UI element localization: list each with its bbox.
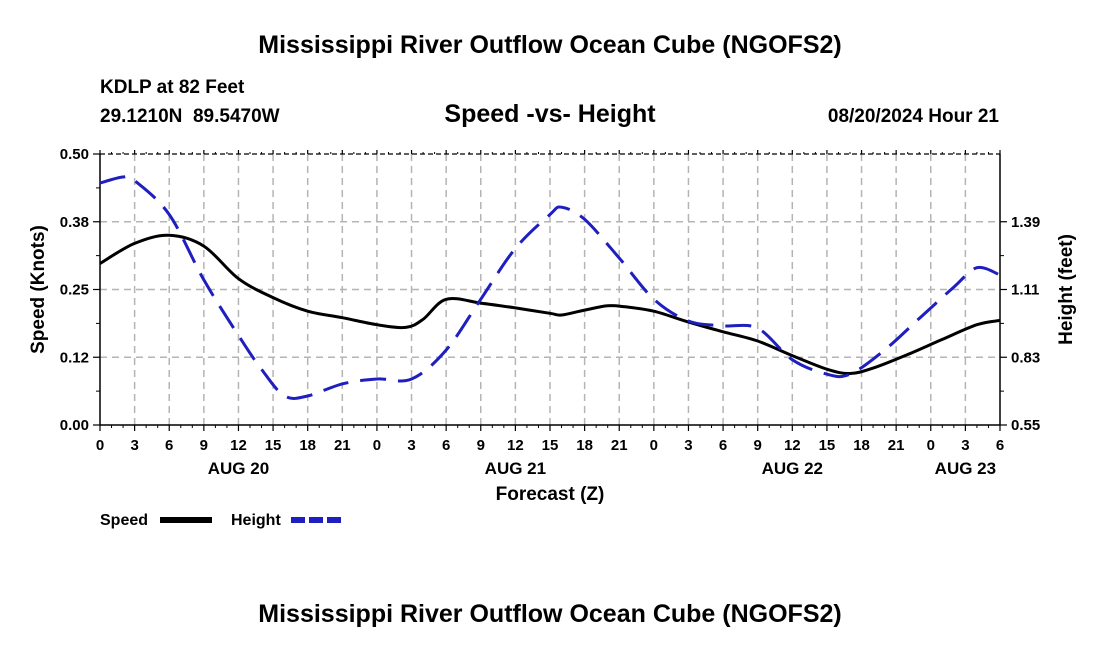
legend-label-speed: Speed [100, 512, 148, 529]
y-left-axis-title: Speed (Knots) [28, 225, 49, 354]
height-series-line [99, 174, 1001, 400]
x-tick-label: 3 [407, 437, 415, 454]
x-tick-label: 6 [996, 437, 1004, 454]
y-left-tick-label: 0.00 [60, 417, 89, 434]
footer-title: Mississippi River Outflow Ocean Cube (NG… [258, 600, 842, 628]
x-tick-label: 12 [507, 437, 524, 454]
y-right-tick-label: 0.83 [1011, 349, 1040, 366]
x-tick-label: 9 [754, 437, 762, 454]
x-tick-label: 3 [961, 437, 969, 454]
x-tick-label: 21 [888, 437, 905, 454]
x-tick-label: 21 [334, 437, 351, 454]
y-left-tick-label: 0.12 [60, 349, 89, 366]
y-right-tick-label: 0.55 [1011, 417, 1040, 434]
x-tick-label: 0 [927, 437, 935, 454]
grid-lines [100, 154, 1000, 425]
x-tick-label: 21 [611, 437, 628, 454]
forecast-datetime: 08/20/2024 Hour 21 [827, 106, 999, 127]
legend-label-height: Height [231, 512, 281, 529]
station-label: KDLP at 82 Feet [100, 77, 245, 98]
legend: Speed Height [100, 512, 343, 529]
y-right-tick-label: 1.11 [1011, 282, 1039, 299]
x-tick-label: 0 [650, 437, 658, 454]
axis-labels: 0 3 6 9 12 15 18 21 0 3 6 9 12 15 18 21 0 3 6 9 12 15 18 21 0 3 60… [28, 146, 1077, 505]
y-right-tick-label: 1.39 [1011, 214, 1040, 231]
x-tick-label: 6 [442, 437, 450, 454]
x-tick-label: 15 [265, 437, 282, 454]
x-tick-label: 18 [299, 437, 316, 454]
x-tick-label: 3 [130, 437, 138, 454]
axes [93, 150, 1007, 431]
x-tick-label: 12 [784, 437, 801, 454]
x-tick-label: 3 [684, 437, 692, 454]
day-label: AUG 23 [935, 459, 996, 478]
chart-subtitle: Speed -vs- Height [444, 100, 656, 128]
x-tick-label: 15 [819, 437, 836, 454]
x-tick-label: 0 [96, 437, 104, 454]
speed-series-line [99, 233, 1001, 376]
day-label: AUG 20 [208, 459, 269, 478]
x-tick-label: 15 [542, 437, 559, 454]
chart-title: Mississippi River Outflow Ocean Cube (NG… [258, 31, 842, 59]
x-tick-label: 9 [477, 437, 485, 454]
day-label: AUG 21 [485, 459, 546, 478]
y-left-tick-label: 0.25 [60, 282, 89, 299]
day-label: AUG 22 [762, 459, 823, 478]
x-tick-label: 12 [230, 437, 247, 454]
x-tick-label: 18 [853, 437, 870, 454]
coordinates-label: 29.1210N 89.5470W [100, 106, 280, 127]
series [99, 174, 1001, 400]
x-tick-label: 6 [719, 437, 727, 454]
x-tick-label: 18 [576, 437, 593, 454]
y-right-axis-title: Height (feet) [1056, 234, 1077, 345]
x-tick-label: 6 [165, 437, 173, 454]
y-left-tick-label: 0.38 [60, 214, 89, 231]
x-axis-title: Forecast (Z) [496, 484, 605, 505]
x-tick-label: 9 [200, 437, 208, 454]
x-tick-label: 0 [373, 437, 381, 454]
y-left-tick-label: 0.50 [60, 146, 89, 163]
